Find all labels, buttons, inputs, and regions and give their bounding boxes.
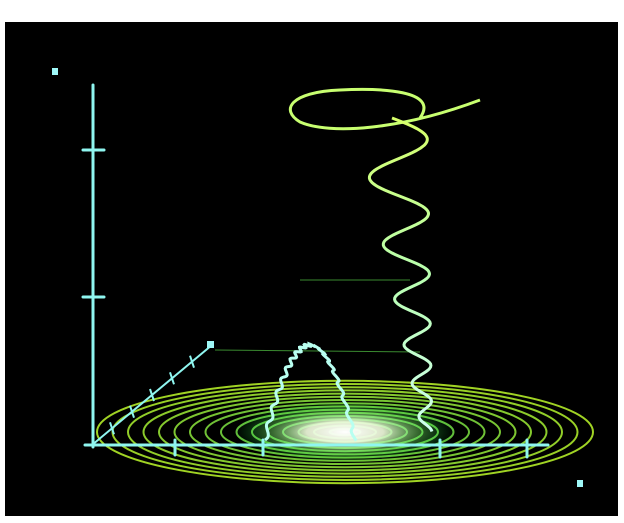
arch-trace [264, 341, 358, 442]
ring [96, 379, 594, 485]
axes [81, 83, 550, 459]
ring [142, 389, 548, 475]
ring [127, 386, 563, 478]
ring [173, 395, 517, 469]
traces [264, 87, 481, 442]
marker [207, 341, 214, 348]
helix-trace [367, 116, 434, 432]
trace-line [214, 349, 421, 353]
helix-loop [288, 87, 481, 131]
ring [189, 399, 501, 465]
marker [52, 68, 58, 75]
depth-axis [91, 344, 213, 446]
marker [577, 480, 583, 487]
glow [235, 402, 455, 462]
